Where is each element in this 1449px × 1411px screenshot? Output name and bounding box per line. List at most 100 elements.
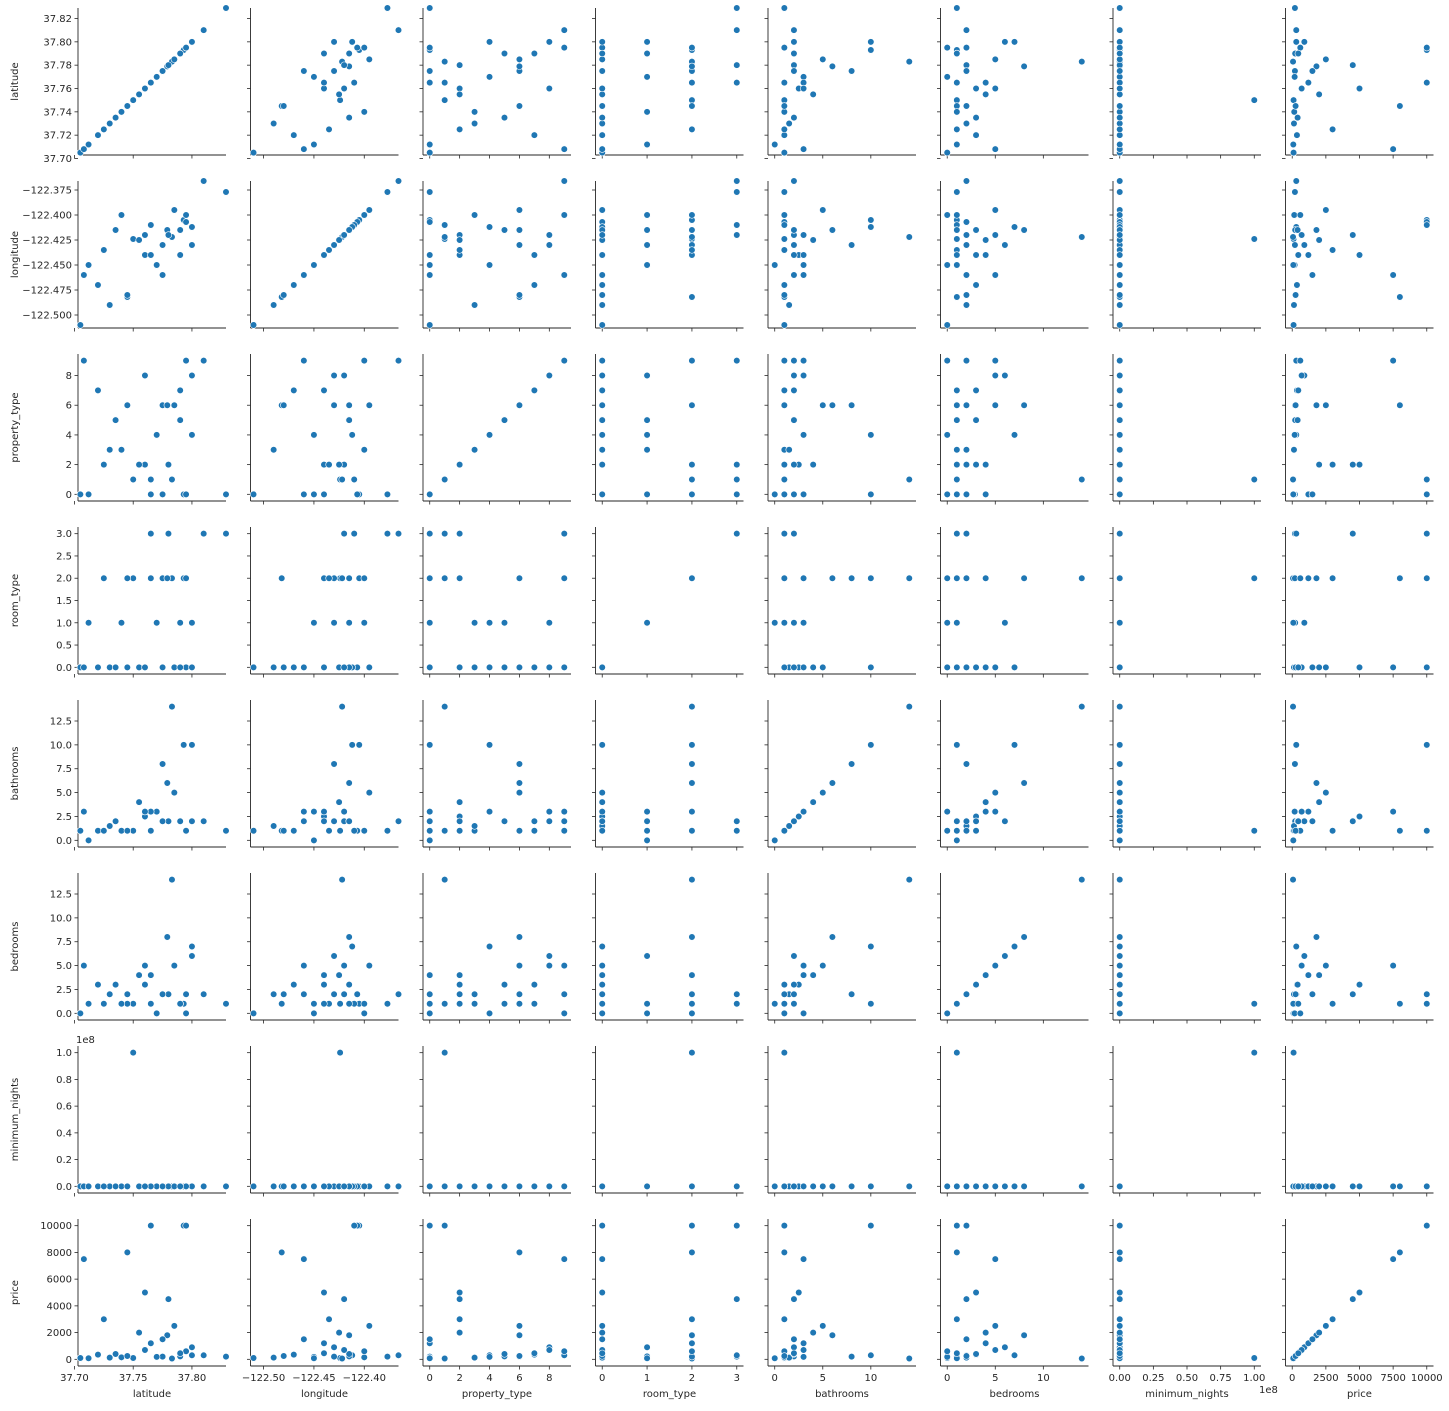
scatter-point <box>158 490 167 498</box>
scatter-point <box>168 703 176 711</box>
scatter-point <box>962 490 971 498</box>
scatter-point <box>147 1339 155 1347</box>
scatter-point <box>1010 741 1019 749</box>
scatter-point <box>360 1353 368 1361</box>
scatter-point <box>515 760 524 768</box>
scatter-point <box>168 475 176 484</box>
scatter-point <box>953 4 961 12</box>
scatter-point <box>991 961 999 970</box>
scatter-point <box>790 1295 798 1303</box>
scatter-point <box>943 149 951 157</box>
scatter-point <box>905 475 913 484</box>
y-tick-label: 7.5 <box>56 764 72 775</box>
scatter-point <box>867 1182 875 1190</box>
scatter-point <box>962 231 971 239</box>
scatter-point <box>147 574 155 582</box>
scatter-point <box>953 663 961 671</box>
x-tick-label: 10000 <box>1411 1373 1443 1384</box>
scatter-point <box>1349 231 1357 239</box>
scatter-point <box>771 619 779 627</box>
scatter-point <box>643 241 651 249</box>
scatter-point <box>953 386 961 394</box>
scatter-point <box>780 1352 788 1360</box>
scatter-point <box>1308 490 1317 498</box>
scatter-point <box>799 971 808 979</box>
panel-property_type-vs-price <box>1282 354 1434 505</box>
panel-minimum_nights-vs-property_type <box>419 1046 571 1197</box>
scatter-point <box>1291 188 1299 196</box>
scatter-point <box>1290 301 1298 309</box>
y-tick-label: 37.78 <box>43 61 72 72</box>
scatter-point <box>500 114 509 122</box>
scatter-point <box>280 102 288 110</box>
scatter-point <box>340 1346 348 1354</box>
scatter-point <box>1298 371 1306 380</box>
scatter-point <box>982 1339 990 1347</box>
scatter-point <box>688 1331 696 1339</box>
scatter-point <box>972 281 980 289</box>
scatter-point <box>153 261 161 269</box>
scatter-point <box>300 1182 308 1190</box>
scatter-point <box>123 291 131 299</box>
scatter-point <box>598 961 606 970</box>
scatter-point <box>456 1000 464 1008</box>
y-tick-label: 8000 <box>47 1248 72 1259</box>
scatter-point <box>176 817 184 825</box>
scatter-point <box>1116 401 1124 409</box>
scatter-point <box>1396 574 1404 582</box>
scatter-point <box>106 822 114 830</box>
scatter-point <box>426 1335 434 1343</box>
scatter-point <box>470 108 479 116</box>
scatter-point <box>780 44 788 52</box>
scatter-point <box>330 760 338 768</box>
scatter-point <box>249 1354 258 1362</box>
scatter-point <box>300 271 308 279</box>
x-tick-label: 0 <box>1289 1373 1295 1384</box>
scatter-point <box>1116 446 1124 454</box>
scatter-point <box>270 1182 278 1190</box>
scatter-point <box>1010 1182 1019 1190</box>
scatter-point <box>598 741 606 749</box>
scatter-point <box>1423 79 1431 87</box>
scatter-point <box>643 446 651 454</box>
scatter-point <box>123 102 131 110</box>
scatter-point <box>790 817 798 825</box>
scatter-point <box>943 1182 951 1190</box>
scatter-point <box>176 619 184 627</box>
scatter-point <box>771 1354 779 1362</box>
scatter-point <box>270 446 278 454</box>
scatter-point <box>106 446 114 454</box>
panel-longitude-vs-latitude: −122.500 −122.475 −122.450 −122.425 −122.400… <box>10 177 230 332</box>
scatter-point <box>819 961 827 970</box>
scatter-point <box>733 817 741 825</box>
scatter-point <box>598 251 606 259</box>
scatter-point <box>1020 779 1028 787</box>
scatter-point <box>188 241 196 249</box>
scatter-point <box>1396 1000 1404 1008</box>
scatter-point <box>1298 231 1306 239</box>
scatter-point <box>1423 1222 1431 1230</box>
scatter-point <box>426 140 434 149</box>
scatter-point <box>222 490 230 498</box>
panel-latitude-vs-latitude: 37.70 37.72 37.74 37.76 37.78 37.80 37.82 latit… <box>10 4 230 165</box>
scatter-point <box>360 1000 368 1008</box>
scatter-point <box>848 1353 856 1361</box>
scatter-point <box>426 79 434 87</box>
scatter-point <box>1304 79 1312 87</box>
y-tick-label: 0.8 <box>56 1075 72 1086</box>
scatter-point <box>1328 1000 1337 1008</box>
y-tick-label: 0.6 <box>56 1102 72 1113</box>
panel-property_type-vs-latitude: 0 2 4 6 8 property_type <box>10 354 230 505</box>
scatter-point <box>340 961 348 970</box>
scatter-point <box>336 827 344 835</box>
x-tick-label: 2 <box>456 1373 462 1384</box>
scatter-point <box>545 961 553 970</box>
scatter-point <box>972 1182 980 1190</box>
scatter-point <box>200 990 208 998</box>
scatter-point <box>345 1331 353 1339</box>
scatter-point <box>688 1315 696 1323</box>
scatter-point <box>441 876 449 884</box>
scatter-point <box>84 1000 93 1008</box>
y-tick-label: −122.425 <box>22 236 72 247</box>
scatter-point <box>1291 102 1300 110</box>
